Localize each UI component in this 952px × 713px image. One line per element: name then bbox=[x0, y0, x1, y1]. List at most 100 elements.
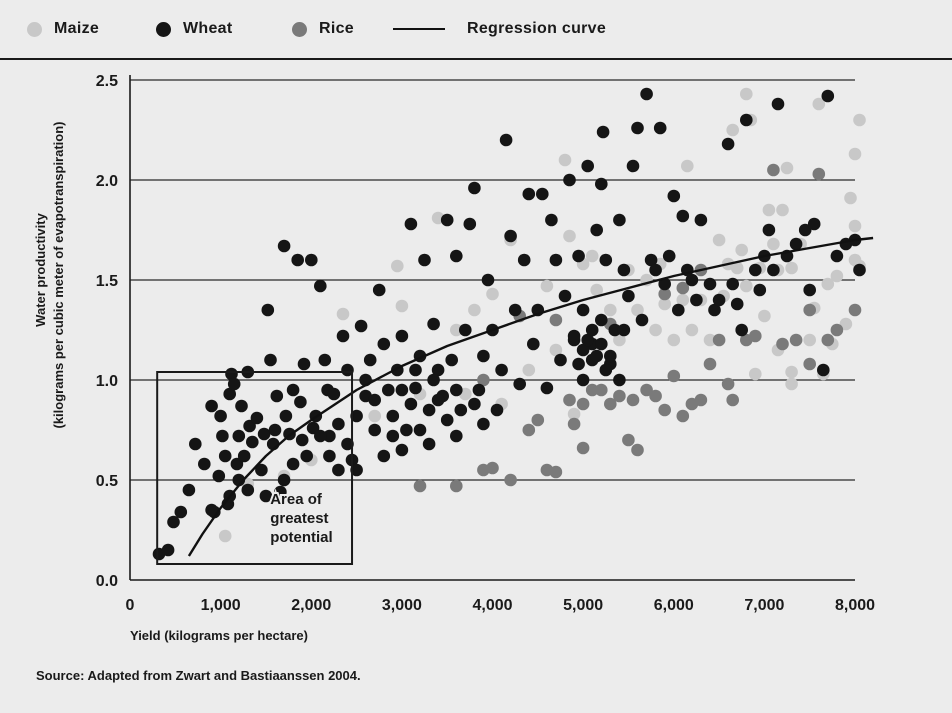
wheat-point bbox=[237, 449, 251, 463]
wheat-point bbox=[617, 323, 631, 337]
wheat-point bbox=[246, 435, 259, 449]
wheat-point bbox=[477, 349, 490, 363]
maize-point bbox=[336, 307, 350, 321]
maize-point bbox=[726, 123, 739, 137]
wheat-point bbox=[463, 217, 477, 231]
wheat-point bbox=[300, 449, 314, 463]
wheat-point bbox=[631, 121, 644, 135]
rice-point bbox=[658, 287, 671, 301]
wheat-point bbox=[286, 457, 300, 471]
wheat-point bbox=[243, 419, 256, 433]
wheat-point bbox=[297, 357, 311, 371]
wheat-point bbox=[422, 403, 436, 417]
wheat-point bbox=[599, 253, 613, 267]
wheat-point bbox=[549, 253, 563, 267]
wheat-point bbox=[740, 113, 753, 127]
wheat-point bbox=[817, 363, 830, 377]
wheat-point bbox=[261, 303, 275, 317]
rice-point bbox=[413, 479, 427, 493]
annotation-text: greatest bbox=[270, 510, 328, 527]
wheat-point bbox=[604, 349, 617, 363]
wheat-point bbox=[658, 277, 671, 291]
y-axis-title-line1: Water productivity bbox=[33, 212, 48, 326]
legend-label-rice: Rice bbox=[319, 20, 354, 37]
wheat-point bbox=[572, 357, 585, 371]
wheat-point bbox=[227, 377, 241, 391]
maize-point bbox=[848, 147, 862, 161]
y-tick-label: 1.5 bbox=[96, 273, 118, 290]
rice-point bbox=[595, 383, 608, 397]
maize-point bbox=[368, 409, 382, 423]
wheat-point bbox=[445, 353, 459, 367]
wheat-point bbox=[332, 463, 345, 477]
legend-label-regression: Regression curve bbox=[467, 20, 607, 37]
maize-point bbox=[735, 243, 748, 257]
maize-point bbox=[749, 367, 762, 381]
wheat-point bbox=[277, 473, 291, 487]
wheat-point bbox=[377, 337, 391, 351]
maize-point bbox=[853, 113, 866, 127]
wheat-point bbox=[354, 319, 368, 333]
rice-point bbox=[604, 397, 617, 411]
maize-point bbox=[450, 323, 463, 337]
x-tick-label: 0 bbox=[126, 597, 135, 614]
wheat-point bbox=[749, 263, 762, 277]
wheat-point bbox=[504, 229, 517, 243]
rice-point bbox=[676, 409, 690, 423]
wheat-point bbox=[622, 289, 635, 303]
wheat-point bbox=[368, 423, 382, 437]
legend-label-wheat: Wheat bbox=[183, 20, 233, 37]
rice-point bbox=[703, 357, 717, 371]
wheat-point bbox=[427, 317, 440, 331]
x-axis-title: Yield (kilograms per hectare) bbox=[130, 628, 308, 643]
maize-point bbox=[762, 203, 776, 217]
wheat-point bbox=[595, 337, 608, 351]
rice-point bbox=[812, 167, 826, 181]
rice-point bbox=[712, 333, 726, 347]
wheat-point bbox=[694, 213, 708, 227]
regression-curve-layer bbox=[187, 236, 874, 557]
x-tick-label: 4,000 bbox=[472, 597, 512, 614]
wheat-point bbox=[558, 289, 572, 303]
x-tick-label: 5,000 bbox=[563, 597, 603, 614]
wheat-point bbox=[205, 503, 218, 517]
wheat-point bbox=[540, 381, 554, 395]
maize-point bbox=[604, 303, 617, 317]
maize-point bbox=[730, 261, 744, 275]
wheat-point bbox=[830, 249, 844, 263]
wheat-point bbox=[350, 409, 363, 423]
rice-point bbox=[585, 383, 599, 397]
maize-point bbox=[767, 237, 780, 251]
wheat-point bbox=[372, 283, 386, 297]
wheat-point bbox=[454, 403, 468, 417]
wheat-point bbox=[590, 349, 603, 363]
wheat-point bbox=[418, 253, 431, 267]
wheat-point bbox=[314, 429, 327, 443]
wheat-point bbox=[350, 463, 363, 477]
maize-point bbox=[685, 323, 699, 337]
wheat-point bbox=[323, 429, 336, 443]
wheat-point bbox=[182, 483, 196, 497]
wheat-point bbox=[572, 249, 585, 263]
maize-point bbox=[567, 407, 581, 421]
wheat-point bbox=[767, 263, 780, 277]
wheat-point bbox=[477, 417, 490, 431]
wheat-point bbox=[508, 303, 522, 317]
wheat-point bbox=[712, 293, 726, 307]
wheat-point bbox=[259, 489, 273, 503]
y-axis-title-line2: (kilograms per cubic meter of evapotrans… bbox=[51, 121, 66, 428]
wheat-point bbox=[499, 133, 513, 147]
maize-point bbox=[658, 297, 671, 311]
wheat-point bbox=[268, 423, 282, 437]
maize-point bbox=[590, 283, 603, 297]
rice-point bbox=[803, 303, 816, 317]
annotation-text: Area of bbox=[270, 491, 323, 508]
rice-point bbox=[776, 337, 789, 351]
maize-point bbox=[631, 303, 644, 317]
wheat-point bbox=[576, 303, 590, 317]
y-tick-label: 1.0 bbox=[96, 373, 118, 390]
y-tick-label: 0.5 bbox=[96, 473, 118, 490]
rice-point bbox=[522, 423, 536, 437]
wheat-point bbox=[323, 449, 336, 463]
wheat-point bbox=[291, 253, 305, 267]
